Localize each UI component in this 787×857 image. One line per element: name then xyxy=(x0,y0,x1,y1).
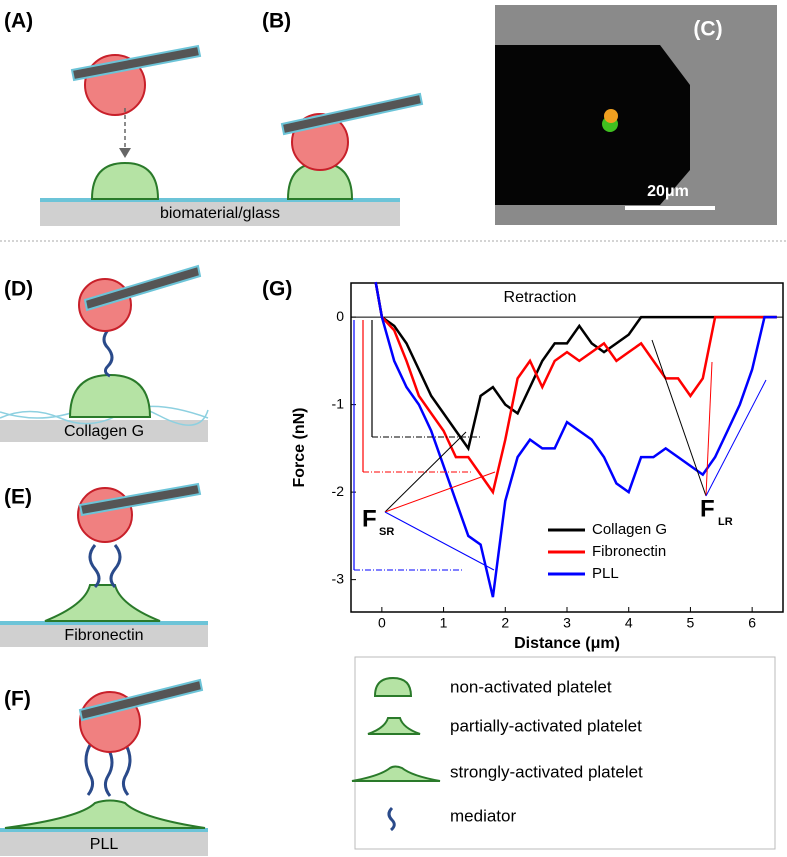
pointer xyxy=(384,471,496,513)
x-tick-label: 4 xyxy=(625,615,633,631)
legend-icon xyxy=(367,717,421,735)
pointer xyxy=(651,339,707,497)
substrate xyxy=(0,625,208,647)
substrate xyxy=(0,832,208,856)
y-tick-label: -1 xyxy=(332,395,345,411)
panel-label: (E) xyxy=(4,486,32,509)
x-tick-label: 1 xyxy=(440,615,448,631)
pointer xyxy=(384,431,467,513)
legend-text: partially-activated platelet xyxy=(450,716,642,735)
surface-label: Fibronectin xyxy=(64,627,143,644)
y-tick-label: 0 xyxy=(336,308,344,324)
chart: -3 -2 -1 0 0 1 2 3 4 5 6 Distance (μm) Force (nN) Ret… xyxy=(291,281,784,652)
cantilever xyxy=(280,92,424,136)
legend-label: Fibronectin xyxy=(592,543,666,560)
arrow-head xyxy=(119,148,131,158)
platelet xyxy=(4,799,206,829)
plot-area xyxy=(350,282,784,613)
cantilever xyxy=(70,44,202,82)
annotation: F xyxy=(700,495,715,522)
y-axis-label: Force (nN) xyxy=(291,408,308,488)
panel-label: (C) xyxy=(693,18,722,41)
data-line xyxy=(374,281,777,496)
legend-box xyxy=(354,656,776,850)
x-tick-label: 6 xyxy=(748,615,756,631)
legend-icon xyxy=(351,765,441,782)
substrate-label: biomaterial/glass xyxy=(160,205,280,222)
x-tick-label: 3 xyxy=(563,615,571,631)
data-line xyxy=(374,281,777,452)
pointer xyxy=(705,361,713,497)
platelet xyxy=(90,161,160,200)
panel-label: (A) xyxy=(4,10,33,33)
legend-label: Collagen G xyxy=(592,521,667,538)
cantilever xyxy=(83,264,202,312)
annotation: Retraction xyxy=(504,289,577,306)
panel-label: (G) xyxy=(262,278,292,301)
mediator xyxy=(88,544,122,589)
x-tick-label: 5 xyxy=(687,615,695,631)
substrate xyxy=(0,420,208,442)
legend-text: strongly-activated platelet xyxy=(450,762,643,781)
platelet xyxy=(44,584,161,622)
annotation-sub: SR xyxy=(379,526,394,538)
legend-icon xyxy=(387,806,396,832)
scale-bar-label: 20μm xyxy=(647,183,689,200)
x-axis-label: Distance (μm) xyxy=(514,635,620,652)
surface-label: Collagen G xyxy=(64,423,144,440)
data-line xyxy=(374,281,777,598)
pointer xyxy=(384,511,495,571)
platelet xyxy=(68,373,152,418)
surface-label: PLL xyxy=(90,836,119,853)
legend-icon xyxy=(373,676,413,697)
mediator xyxy=(102,329,114,378)
legend-label: PLL xyxy=(592,565,619,582)
mediator xyxy=(84,744,132,797)
x-tick-label: 2 xyxy=(501,615,509,631)
panel-label: (D) xyxy=(4,278,33,301)
x-tick-label: 0 xyxy=(378,615,386,631)
pointer xyxy=(705,379,767,497)
panel-label: (B) xyxy=(262,10,291,33)
panel-label: (F) xyxy=(4,688,31,711)
legend-text: non-activated platelet xyxy=(450,677,612,696)
micropipette xyxy=(495,45,690,205)
annotation: F xyxy=(362,505,377,532)
y-tick-label: -3 xyxy=(332,570,345,586)
substrate xyxy=(40,202,400,226)
red-signal xyxy=(604,109,618,123)
cantilever xyxy=(78,482,202,517)
annotation-sub: LR xyxy=(718,516,733,528)
cantilever xyxy=(78,678,204,722)
legend-text: mediator xyxy=(450,806,516,825)
y-tick-label: -2 xyxy=(332,483,345,499)
